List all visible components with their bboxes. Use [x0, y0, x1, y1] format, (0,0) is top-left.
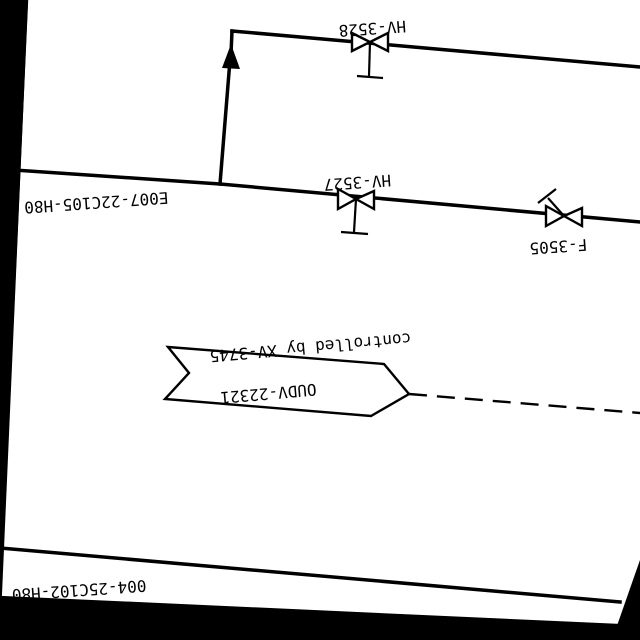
top-branch-line [230, 29, 640, 69]
lower-process-line [0, 546, 622, 604]
pid-drawing: HV-3528 HV-3527 F-3505 E007-22C105-H80 0… [0, 17, 640, 604]
valve-tag-hv-3528: HV-3528 [338, 17, 407, 41]
valve-f-3505-icon [537, 188, 584, 229]
valve-tag-hv-3527: HV-3527 [323, 171, 392, 195]
signal-dashed-line [408, 392, 640, 415]
off-page-connector-icon [162, 345, 411, 418]
scan-border-bottom [0, 615, 640, 640]
valve-hv-3528-icon [350, 31, 390, 80]
scan-border-left [0, 0, 28, 640]
flow-arrow-icon [222, 44, 240, 69]
scan-border-right [612, 560, 640, 640]
drawing-sheet [1, 0, 640, 626]
valve-hv-3527-icon [336, 186, 376, 236]
branch-riser-top [229, 29, 234, 56]
valve-tag-f-3505: F-3505 [529, 235, 588, 258]
branch-riser [218, 58, 232, 186]
paper-background [1, 0, 640, 626]
